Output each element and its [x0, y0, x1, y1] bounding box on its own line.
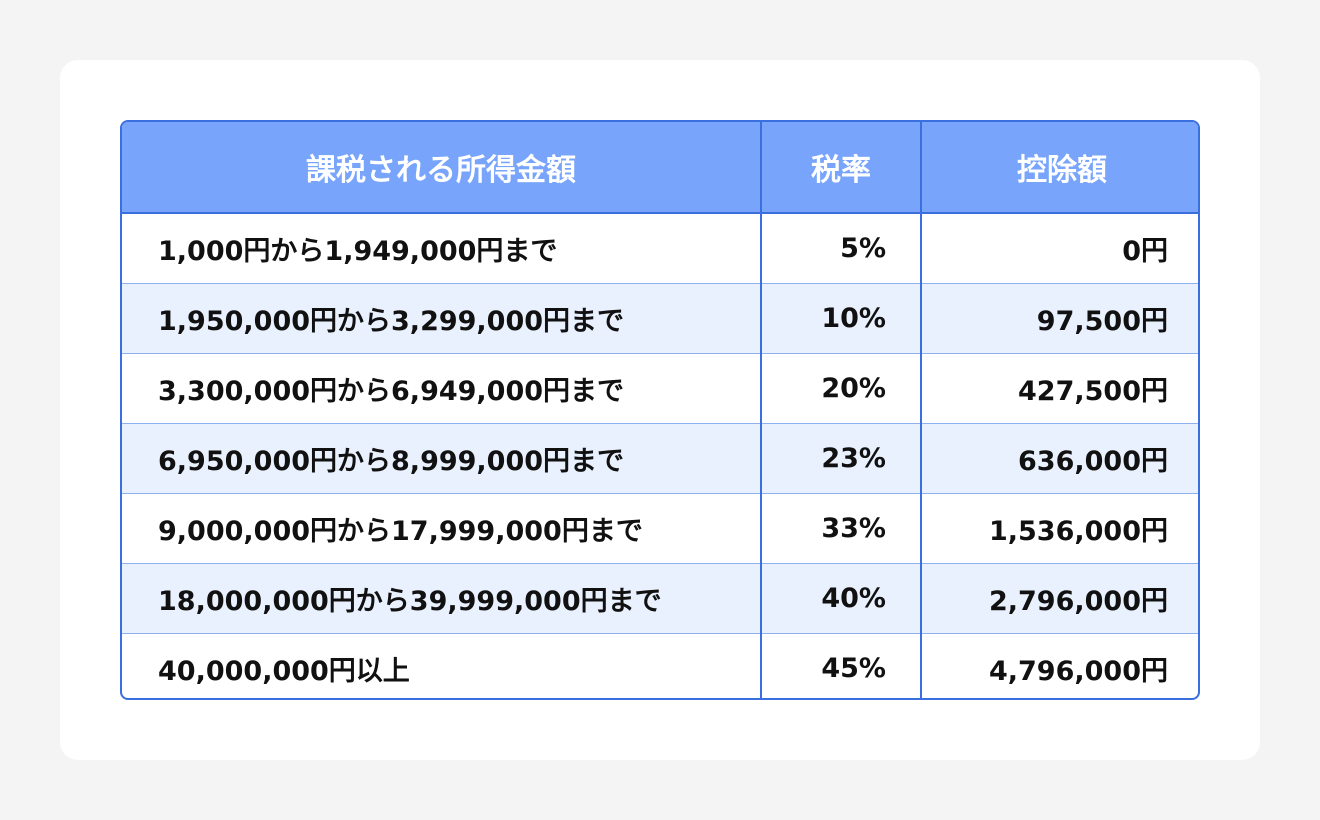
income-range: 6,950,000円から8,999,000円まで [122, 423, 761, 494]
tax-rate: 40% [760, 563, 921, 634]
table-row: 40,000,000円以上 45% 4,796,000円 [122, 633, 1198, 698]
deduction: 0円 [920, 212, 1198, 284]
income-range: 40,000,000円以上 [122, 633, 761, 698]
tax-rate: 5% [760, 212, 921, 284]
header-cell: 税率 [760, 122, 921, 214]
tax-rate: 10% [760, 283, 921, 354]
deduction: 97,500円 [920, 283, 1198, 354]
deduction: 4,796,000円 [920, 633, 1198, 698]
table-row: 9,000,000円から17,999,000円まで 33% 1,536,000円 [122, 493, 1198, 564]
income-range: 9,000,000円から17,999,000円まで [122, 493, 761, 564]
header-cell: 課税される所得金額 [122, 122, 761, 214]
income-range: 1,950,000円から3,299,000円まで [122, 283, 761, 354]
income-range: 1,000円から1,949,000円まで [122, 212, 761, 284]
tax-rate: 20% [760, 353, 921, 424]
income-range: 18,000,000円から39,999,000円まで [122, 563, 761, 634]
header-row: 課税される所得金額 税率 控除額 [122, 122, 1198, 214]
deduction: 636,000円 [920, 423, 1198, 494]
table-frame: 課税される所得金額 税率 控除額 1,000円から1,949,000円まで 5% 0円 1… [120, 120, 1200, 700]
income-range: 3,300,000円から6,949,000円まで [122, 353, 761, 424]
deduction: 2,796,000円 [920, 563, 1198, 634]
table-row: 6,950,000円から8,999,000円まで 23% 636,000円 [122, 423, 1198, 494]
table-row: 18,000,000円から39,999,000円まで 40% 2,796,000円 [122, 563, 1198, 634]
table-row: 1,950,000円から3,299,000円まで 10% 97,500円 [122, 283, 1198, 354]
deduction: 1,536,000円 [920, 493, 1198, 564]
table-row: 1,000円から1,949,000円まで 5% 0円 [122, 212, 1198, 284]
tax-rate: 23% [760, 423, 921, 494]
tax-table: 課税される所得金額 税率 控除額 1,000円から1,949,000円まで 5% 0円 1… [122, 122, 1198, 698]
table-row: 3,300,000円から6,949,000円まで 20% 427,500円 [122, 353, 1198, 424]
tax-rate: 33% [760, 493, 921, 564]
header-cell: 控除額 [920, 122, 1198, 214]
tax-rate: 45% [760, 633, 921, 698]
deduction: 427,500円 [920, 353, 1198, 424]
